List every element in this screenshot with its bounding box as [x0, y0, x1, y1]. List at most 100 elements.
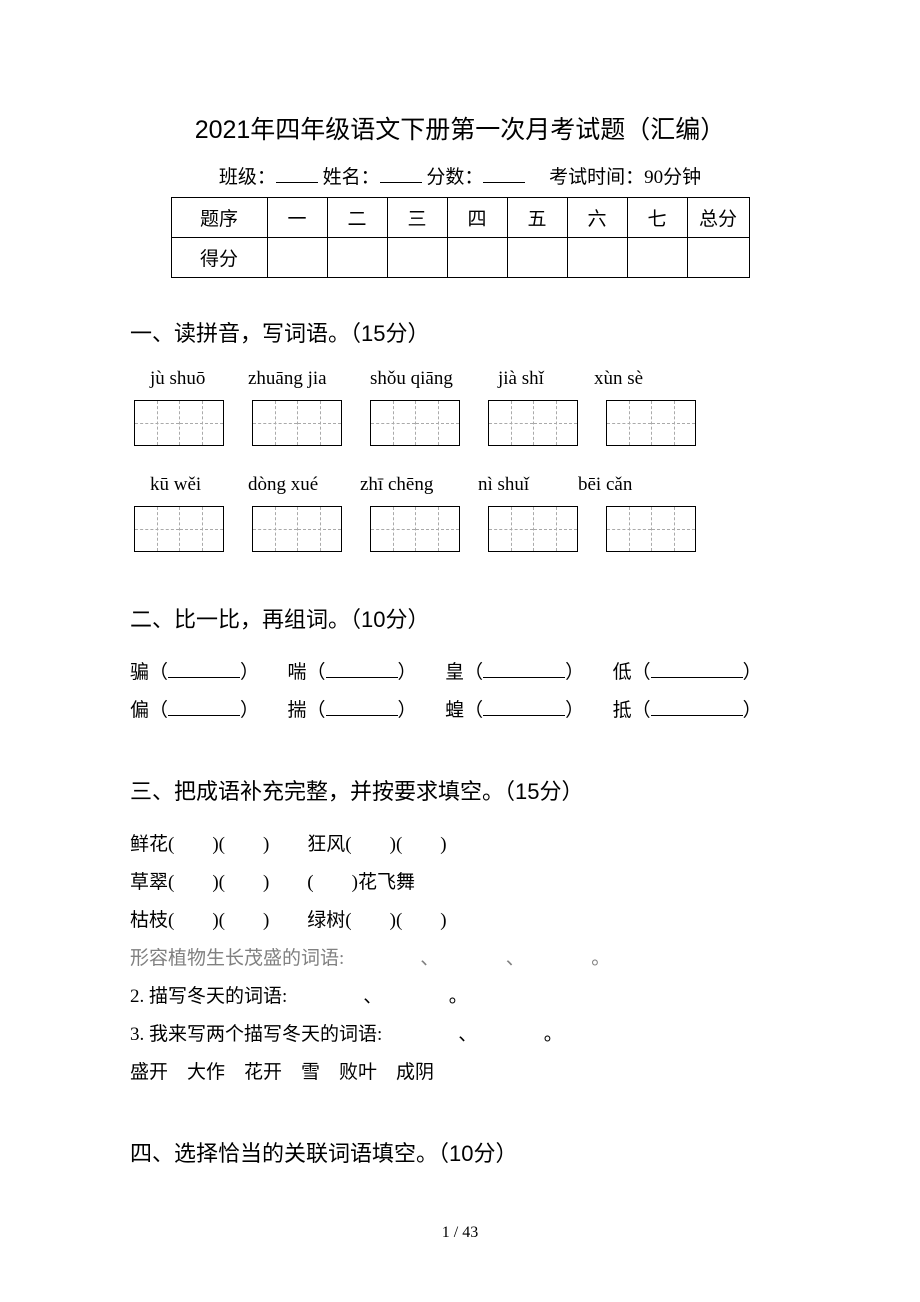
- score-cell[interactable]: [687, 238, 749, 278]
- class-blank[interactable]: [276, 164, 318, 183]
- s2-line: 骗（） 喘（） 皇（） 低（）: [130, 654, 790, 692]
- section2-heading: 二、比一比，再组词。（10分）: [130, 602, 790, 634]
- char-grid[interactable]: [606, 400, 696, 446]
- char-grid[interactable]: [370, 400, 460, 446]
- char-cell[interactable]: [297, 401, 341, 445]
- char-cell[interactable]: [533, 507, 577, 551]
- char-cell[interactable]: [651, 401, 695, 445]
- char-grid[interactable]: [606, 506, 696, 552]
- char-cell[interactable]: [415, 401, 459, 445]
- pinyin-item: dòng xué: [248, 474, 360, 496]
- pinyin-item: shǒu qiāng: [370, 368, 498, 390]
- close-paren: ）: [398, 662, 446, 683]
- col-4: 四: [447, 198, 507, 238]
- close-paren: ）: [743, 700, 762, 721]
- char-cell[interactable]: [607, 507, 651, 551]
- section4-heading: 四、选择恰当的关联词语填空。（10分）: [130, 1136, 790, 1168]
- info-line: 班级： 姓名： 分数： 考试时间：90分钟: [130, 162, 790, 189]
- char-cell[interactable]: [415, 507, 459, 551]
- close-paren: ）: [240, 700, 288, 721]
- char-grid[interactable]: [488, 506, 578, 552]
- s2-line: 偏（） 揣（） 蝗（） 抵（）: [130, 692, 790, 730]
- char-grid[interactable]: [134, 506, 224, 552]
- fill-blank[interactable]: [168, 697, 240, 716]
- section3-body: 鲜花( )( ) 狂风( )( ) 草翠( )( ) ( )花飞舞 枯枝( )(…: [130, 826, 790, 1092]
- row2-label: 得分: [171, 238, 267, 278]
- s3-line: 2. 描写冬天的词语: 、 。: [130, 978, 790, 1016]
- char-cell[interactable]: [371, 507, 415, 551]
- grid-row: [134, 400, 790, 446]
- fill-blank[interactable]: [651, 697, 743, 716]
- col-total: 总分: [687, 198, 749, 238]
- fill-blank[interactable]: [483, 697, 565, 716]
- section1-heading: 一、读拼音，写词语。（15分）: [130, 316, 790, 348]
- char-label: 低（: [613, 662, 651, 683]
- fill-blank[interactable]: [483, 659, 565, 678]
- char-cell[interactable]: [179, 401, 223, 445]
- pinyin-row: kū wěidòng xuézhī chēngnì shuǐbēi cǎn: [150, 474, 790, 496]
- pinyin-row: jù shuōzhuāng jiashǒu qiāngjià shǐxùn sè: [150, 368, 790, 390]
- page-title: 2021年四年级语文下册第一次月考试题（汇编）: [130, 110, 790, 146]
- col-7: 七: [627, 198, 687, 238]
- name-blank[interactable]: [380, 164, 422, 183]
- col-6: 六: [567, 198, 627, 238]
- close-paren: ）: [240, 662, 288, 683]
- col-1: 一: [267, 198, 327, 238]
- score-cell[interactable]: [507, 238, 567, 278]
- char-cell[interactable]: [135, 507, 179, 551]
- s3-line: 鲜花( )( ) 狂风( )( ): [130, 826, 790, 864]
- char-cell[interactable]: [371, 401, 415, 445]
- pinyin-item: nì shuǐ: [478, 474, 578, 496]
- pinyin-item: jià shǐ: [498, 368, 594, 390]
- char-label: 骗（: [130, 662, 168, 683]
- char-cell[interactable]: [651, 507, 695, 551]
- table-row: 题序 一 二 三 四 五 六 七 总分: [171, 198, 749, 238]
- close-paren: ）: [565, 662, 613, 683]
- char-label: 揣（: [288, 700, 326, 721]
- char-grid[interactable]: [134, 400, 224, 446]
- score-cell[interactable]: [447, 238, 507, 278]
- char-grid[interactable]: [370, 506, 460, 552]
- col-2: 二: [327, 198, 387, 238]
- char-grid[interactable]: [488, 400, 578, 446]
- char-cell[interactable]: [179, 507, 223, 551]
- char-grid[interactable]: [252, 506, 342, 552]
- s3-line: 草翠( )( ) ( )花飞舞: [130, 864, 790, 902]
- score-cell[interactable]: [387, 238, 447, 278]
- char-cell[interactable]: [607, 401, 651, 445]
- s3-line: 枯枝( )( ) 绿树( )( ): [130, 902, 790, 940]
- score-cell[interactable]: [267, 238, 327, 278]
- fill-blank[interactable]: [168, 659, 240, 678]
- s3-line: 形容植物生长茂盛的词语: 、 、 。: [130, 940, 790, 978]
- char-cell[interactable]: [489, 401, 533, 445]
- char-cell[interactable]: [135, 401, 179, 445]
- row1-label: 题序: [171, 198, 267, 238]
- pinyin-item: xùn sè: [594, 368, 674, 390]
- score-table: 题序 一 二 三 四 五 六 七 总分 得分: [171, 197, 750, 278]
- grid-row: [134, 506, 790, 552]
- score-cell[interactable]: [627, 238, 687, 278]
- score-blank[interactable]: [483, 164, 525, 183]
- col-5: 五: [507, 198, 567, 238]
- char-grid[interactable]: [252, 400, 342, 446]
- class-label: 班级：: [219, 167, 276, 188]
- char-label: 蝗（: [445, 700, 483, 721]
- s3-line: 3. 我来写两个描写冬天的词语: 、 。: [130, 1016, 790, 1054]
- char-cell[interactable]: [253, 401, 297, 445]
- char-cell[interactable]: [253, 507, 297, 551]
- score-cell[interactable]: [567, 238, 627, 278]
- pinyin-item: kū wěi: [150, 474, 248, 496]
- score-cell[interactable]: [327, 238, 387, 278]
- fill-blank[interactable]: [326, 659, 398, 678]
- table-row: 得分: [171, 238, 749, 278]
- char-label: 喘（: [288, 662, 326, 683]
- section2-body: 骗（） 喘（） 皇（） 低（）偏（） 揣（） 蝗（） 抵（）: [130, 654, 790, 730]
- fill-blank[interactable]: [651, 659, 743, 678]
- fill-blank[interactable]: [326, 697, 398, 716]
- char-cell[interactable]: [297, 507, 341, 551]
- s3-line: 盛开 大作 花开 雪 败叶 成阴: [130, 1054, 790, 1092]
- col-3: 三: [387, 198, 447, 238]
- char-cell[interactable]: [489, 507, 533, 551]
- close-paren: ）: [565, 700, 613, 721]
- char-cell[interactable]: [533, 401, 577, 445]
